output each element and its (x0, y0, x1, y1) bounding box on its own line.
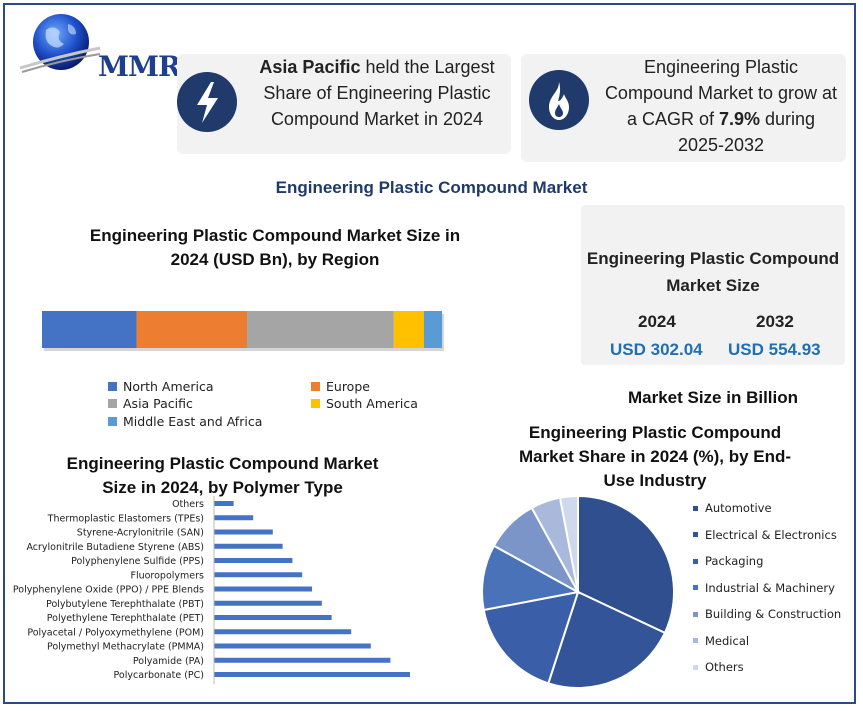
lightning-icon (177, 72, 237, 132)
polymer-bar-4 (214, 558, 293, 563)
pie-chart-title: Engineering Plastic Compound Market Shar… (518, 423, 792, 490)
pie-legend-item-6: Others (693, 660, 744, 674)
region-stacked-bar (42, 311, 444, 351)
card1-rest: held the Largest Share of Engineering Pl… (263, 57, 495, 129)
polymer-label-11: Polyamide (PA) (133, 656, 204, 667)
polymer-bar-9 (214, 629, 352, 635)
card1-text: Asia Pacific held the Largest Share of E… (249, 54, 505, 132)
polymer-label-6: Polyphenylene Oxide (PPO) / PPE Blends (13, 585, 204, 596)
main-title: Engineering Plastic Compound Market (275, 178, 588, 197)
legend-north-america: North America (108, 379, 214, 394)
polymer-label-8: Polyethylene Terephthalate (PET) (47, 613, 204, 624)
polymer-bar-3 (214, 543, 283, 549)
polymer-bar-1 (214, 515, 254, 521)
globe-icon (19, 14, 101, 73)
polymer-bar-11 (214, 657, 391, 663)
polymer-label-10: Polymethyl Methacrylate (PMMA) (47, 642, 204, 653)
polymer-bar-0 (214, 501, 234, 506)
pie-slice-3 (481, 544, 581, 612)
pie-legend-item-2: Packaging (693, 554, 763, 568)
polymer-bar-12 (214, 672, 410, 677)
pie-legend-item-5: Medical (693, 634, 749, 648)
flame-icon (529, 70, 589, 130)
polymer-label-5: Fluoropolymers (130, 570, 204, 581)
card2-text: Engineering Plastic Compound Market to g… (603, 54, 839, 158)
region-bar-segment-0 (42, 311, 137, 348)
polymer-bar-6 (214, 586, 312, 592)
value-2024: USD 302.04 (610, 340, 703, 359)
polymer-label-2: Styrene-Acrylonitrile (SAN) (77, 528, 204, 539)
card2-bold: 7.9% (718, 109, 760, 129)
market-size-box: Engineering Plastic Compound Market Size… (581, 205, 845, 365)
market-size-title: Engineering Plastic Compound Market Size (586, 249, 840, 295)
polymer-label-9: Polyacetal / Polyoxymethylene (POM) (27, 627, 204, 638)
polymer-label-12: Polycarbonate (PC) (114, 670, 204, 681)
polymer-bar-2 (214, 529, 273, 535)
logo-text: MMR (98, 50, 181, 83)
legend-europe: Europe (311, 379, 370, 394)
page-frame (3, 3, 856, 704)
polymer-label-0: Others (172, 499, 204, 510)
legend-south-america: South America (311, 396, 418, 411)
region-bar-segment-4 (423, 311, 442, 348)
highlight-card-cagr: Engineering Plastic Compound Market to g… (521, 54, 846, 162)
polymer-bar-7 (214, 600, 322, 606)
polymer-label-1: Thermoplastic Elastomers (TPEs) (47, 513, 204, 524)
pie-slice-2 (482, 590, 580, 685)
region-bar-segment-3 (393, 311, 424, 348)
polymer-chart-title: Engineering Plastic Compound Market Size… (66, 454, 379, 497)
card1-bold: Asia Pacific (259, 57, 361, 77)
card2-post: during 2025-2032 (677, 109, 816, 155)
year-2032: 2032 (756, 312, 794, 331)
pie-slice-1 (547, 590, 667, 689)
polymer-bar-8 (214, 615, 332, 620)
end-use-pie-chart (481, 494, 675, 689)
year-2024: 2024 (638, 312, 676, 331)
pie-slice-6 (558, 494, 579, 593)
polymer-bar-chart: Others Thermoplastic Elastomers (TPEs) Sty… (13, 496, 410, 685)
polymer-bar-10 (214, 643, 371, 649)
legend-middle-east-africa: Middle East and Africa (108, 414, 262, 429)
region-chart-title: Engineering Plastic Compound Market Size… (89, 226, 461, 269)
pie-legend-item-4: Building & Construction (693, 607, 841, 621)
logo: MMR (16, 10, 181, 83)
value-2032: USD 554.93 (728, 340, 821, 359)
pie-legend-item-0: Automotive (693, 501, 772, 515)
pie-legend-item-1: Electrical & Electronics (693, 528, 837, 542)
polymer-label-3: Acrylonitrile Butadiene Styrene (ABS) (26, 542, 204, 553)
polymer-bar-5 (214, 572, 303, 578)
pie-slice-0 (577, 494, 675, 635)
market-size-caption: Market Size in Billion (627, 388, 799, 407)
polymer-label-4: Polyphenylene Sulfide (PPS) (71, 556, 204, 567)
region-bar-segment-2 (247, 311, 394, 348)
highlight-card-region: Asia Pacific held the Largest Share of E… (177, 54, 511, 154)
pie-legend-item-3: Industrial & Machinery (693, 581, 835, 595)
legend-asia-pacific: Asia Pacific (108, 396, 193, 411)
polymer-label-7: Polybutylene Terephthalate (PBT) (46, 599, 204, 610)
card2-pre: Engineering Plastic Compound Market to g… (604, 57, 838, 129)
region-bar-segment-1 (136, 311, 248, 348)
